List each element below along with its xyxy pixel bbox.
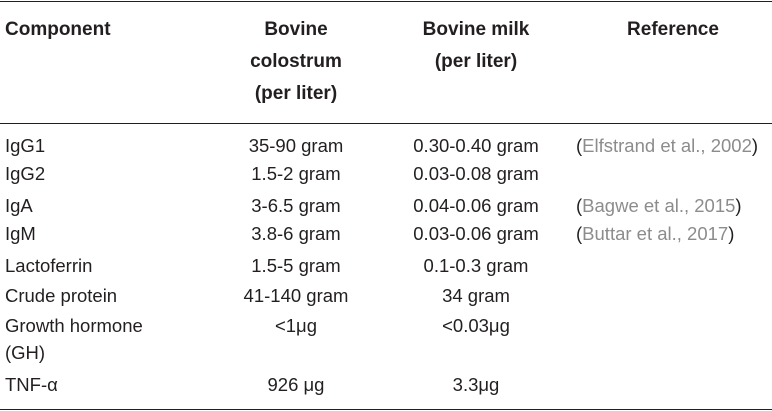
reference-open-paren: ( [576, 135, 583, 156]
header-reference: Reference [582, 14, 764, 46]
cell-colostrum: 35-90 gram [248, 135, 344, 156]
cell-colostrum: 926 μg [267, 374, 325, 395]
reference-link[interactable]: Bagwe et al., 2015 [582, 195, 736, 216]
header-bovine-colostrum: Bovine colostrum (per liter) [210, 14, 382, 110]
cell-component: IgG2 [5, 163, 46, 184]
cell-component: IgG1 [5, 135, 46, 156]
cell-component-line2: (GH) [5, 342, 46, 363]
reference-link[interactable]: Elfstrand et al., 2002 [582, 135, 752, 156]
cell-colostrum: 41-140 gram [243, 285, 349, 306]
header-colostrum-line3: (per liter) [254, 83, 338, 104]
cell-milk: 0.03-0.06 gram [413, 223, 539, 244]
reference-bagwe: (Bagwe et al., 2015) [576, 192, 772, 220]
cell-component: Growth hormone [5, 315, 143, 336]
header-component-label: Component [5, 19, 111, 40]
header-colostrum-line1: Bovine [264, 19, 328, 40]
cell-component: Crude protein [5, 285, 118, 306]
header-reference-label: Reference [627, 19, 719, 40]
reference-close-paren: ) [728, 223, 735, 244]
cell-colostrum: 3.8-6 gram [251, 223, 341, 244]
reference-open-paren: ( [576, 223, 583, 244]
cell-colostrum: 1.5-5 gram [251, 255, 341, 276]
cell-colostrum: <1μg [274, 315, 318, 336]
reference-open-paren: ( [576, 195, 583, 216]
cell-milk: 34 gram [442, 285, 510, 306]
header-colostrum-line2: colostrum [250, 51, 342, 72]
cell-colostrum: 3-6.5 gram [251, 195, 341, 216]
reference-buttar: (Buttar et al., 2017) [576, 220, 772, 248]
cell-component: IgM [5, 223, 36, 244]
reference-close-paren: ) [735, 195, 742, 216]
reference-elfstrand: (Elfstrand et al., 2002) [576, 132, 766, 160]
table-header-rule [0, 123, 772, 124]
header-milk-line2: (per liter) [434, 51, 518, 72]
cell-milk: 0.04-0.06 gram [413, 195, 539, 216]
table-bottom-rule [0, 409, 772, 410]
cell-colostrum: 1.5-2 gram [251, 163, 341, 184]
cell-milk: 0.03-0.08 gram [413, 163, 539, 184]
cell-milk: 0.1-0.3 gram [423, 255, 529, 276]
cell-milk: 0.30-0.40 gram [413, 135, 539, 156]
header-component: Component [5, 14, 111, 46]
table-top-rule [0, 1, 772, 2]
cell-component: TNF-α [5, 374, 58, 395]
cell-component: Lactoferrin [5, 255, 93, 276]
cell-milk: <0.03μg [442, 315, 510, 336]
header-bovine-milk: Bovine milk (per liter) [390, 14, 562, 78]
reference-link[interactable]: Buttar et al., 2017 [582, 223, 729, 244]
cell-milk: 3.3μg [452, 374, 500, 395]
cell-component: IgA [5, 195, 33, 216]
reference-close-paren: ) [751, 135, 759, 156]
header-milk-line1: Bovine milk [422, 19, 530, 40]
